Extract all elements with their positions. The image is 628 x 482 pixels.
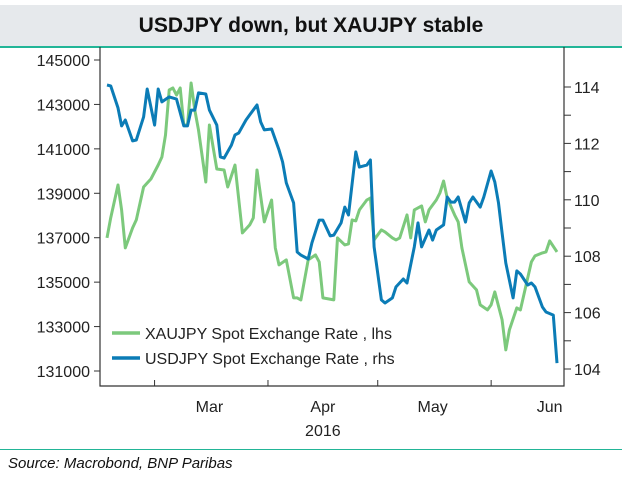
plot-frame xyxy=(99,47,565,387)
y-right-tick-label: 108 xyxy=(574,249,601,266)
source-note: Source: Macrobond, BNP Paribas xyxy=(8,455,233,472)
y-right-tick-label: 112 xyxy=(574,136,600,153)
x-tick-label: Apr xyxy=(310,399,336,416)
x-tick-label: May xyxy=(417,399,447,416)
y-left-tick-label: 143000 xyxy=(37,97,90,114)
y-left-tick-label: 139000 xyxy=(37,186,90,203)
legend-label: XAUJPY Spot Exchange Rate , lhs xyxy=(145,326,392,343)
title-bar: USDJPY down, but XAUJPY stable xyxy=(0,5,622,48)
y-right-tick-label: 104 xyxy=(574,362,601,379)
series-line-xaujpy xyxy=(105,81,559,352)
y-left-tick-label: 131000 xyxy=(37,364,90,381)
y-left-tick-label: 141000 xyxy=(37,142,90,159)
series-line-usdjpy xyxy=(106,83,559,364)
y-right-tick-label: 106 xyxy=(574,306,601,323)
y-left-tick-label: 137000 xyxy=(37,231,90,248)
y-left-tick-label: 133000 xyxy=(37,320,90,337)
x-tick-label: Jun xyxy=(537,399,563,416)
source-divider xyxy=(0,449,622,450)
legend-label: USDJPY Spot Exchange Rate , rhs xyxy=(145,351,395,368)
chart-title: USDJPY down, but XAUJPY stable xyxy=(138,14,484,37)
y-right-tick-label: 114 xyxy=(574,80,600,97)
y-left-tick-label: 135000 xyxy=(37,275,90,292)
y-left-tick-label: 145000 xyxy=(37,53,90,70)
x-year-label: 2016 xyxy=(305,423,341,440)
y-right-tick-label: 110 xyxy=(574,193,600,210)
x-tick-label: Mar xyxy=(196,399,224,416)
